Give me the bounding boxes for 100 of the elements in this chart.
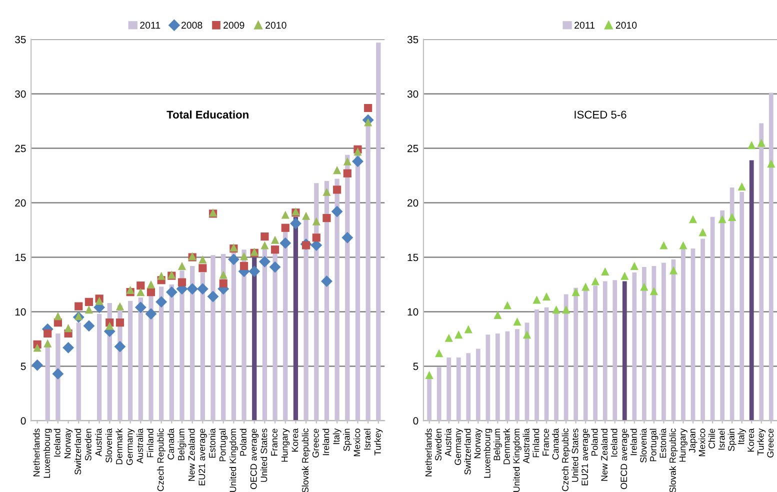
- bar: [96, 314, 102, 421]
- x-tick-label: Czech Republic: [562, 428, 570, 492]
- point: [260, 241, 269, 250]
- x-tick-label: Italy: [738, 428, 746, 444]
- point: [134, 302, 146, 314]
- point: [106, 322, 114, 330]
- point: [157, 272, 166, 280]
- point: [679, 241, 688, 250]
- bar: [446, 357, 452, 421]
- x-tick-label: Mexico: [698, 428, 706, 456]
- y-tick-label: 10: [408, 308, 418, 316]
- point: [343, 157, 352, 166]
- bar: [642, 267, 646, 421]
- point: [364, 104, 372, 112]
- x-tick-label: Canada: [167, 428, 174, 460]
- point: [435, 349, 444, 358]
- legend-label: 2011: [140, 22, 160, 29]
- point: [312, 217, 320, 226]
- x-tick-label: Iceland: [610, 428, 618, 457]
- point: [44, 329, 52, 338]
- bar: [759, 123, 764, 421]
- point: [280, 237, 292, 249]
- y-tick-label: 25: [408, 144, 418, 152]
- x-tick-label: Ireland: [630, 428, 637, 456]
- point: [219, 270, 228, 279]
- x-tick-label: Australia: [522, 428, 530, 464]
- bar: [355, 154, 360, 421]
- x-tick-label: Luxembourg: [484, 428, 492, 478]
- legend-label: 2009: [224, 22, 244, 29]
- bar: [730, 188, 734, 421]
- point: [333, 186, 342, 194]
- bar: [190, 266, 195, 421]
- x-tick-label: Greece: [312, 428, 319, 458]
- bar: [662, 262, 666, 421]
- point: [156, 296, 168, 308]
- point: [270, 246, 280, 254]
- x-tick-label: Sweden: [84, 428, 92, 461]
- point: [258, 256, 270, 268]
- point: [198, 255, 207, 264]
- bar: [242, 250, 246, 421]
- y-tick-label: 0: [20, 417, 26, 425]
- point: [136, 282, 145, 290]
- x-tick-label: EU21 average: [582, 428, 590, 486]
- bar: [180, 270, 184, 421]
- x-tick-label: Ireland: [322, 428, 330, 456]
- point: [312, 234, 320, 242]
- point: [513, 317, 522, 326]
- point: [198, 264, 207, 272]
- x-tick-label: New Zealand: [600, 428, 608, 481]
- point: [640, 282, 648, 291]
- bar: [515, 329, 520, 421]
- point: [454, 330, 463, 339]
- bar: [534, 310, 539, 421]
- point: [83, 320, 95, 332]
- bar: [169, 284, 174, 421]
- bar: [602, 281, 608, 421]
- point: [748, 140, 756, 150]
- x-tick-label: Spain: [343, 428, 352, 451]
- x-tick-label: Korea: [292, 428, 298, 452]
- bar: [710, 216, 715, 421]
- y-tick-label: 10: [15, 308, 26, 316]
- x-tick-label: Estonia: [660, 428, 666, 458]
- y-tick-label: 20: [408, 199, 418, 207]
- point: [146, 280, 156, 289]
- point: [116, 318, 124, 327]
- bar: [293, 216, 298, 421]
- x-tick-label: Belgium: [493, 428, 502, 460]
- x-tick-label: Hungary: [282, 428, 290, 462]
- x-tick-label: Luxembourg: [43, 428, 52, 478]
- point: [660, 241, 668, 250]
- bar: [612, 280, 618, 421]
- point: [342, 232, 354, 244]
- point: [522, 330, 532, 339]
- x-tick-label: Mexico: [354, 428, 360, 456]
- y-tick-label: 35: [15, 36, 26, 44]
- x-tick-label: New Zealand: [188, 428, 195, 481]
- bar: [505, 331, 510, 421]
- bar: [652, 266, 656, 421]
- x-tick-label: Korea: [748, 428, 754, 452]
- x-tick-label: Spain: [728, 428, 736, 451]
- x-tick-label: France: [542, 428, 549, 456]
- point: [114, 340, 126, 352]
- point: [343, 169, 352, 178]
- legend-label: 2010: [616, 22, 637, 29]
- point: [767, 160, 776, 168]
- point: [738, 182, 746, 190]
- y-tick-label: 15: [15, 254, 26, 262]
- point: [352, 156, 364, 168]
- x-tick-label: Slovenia: [105, 428, 112, 463]
- y-tick-label: 25: [15, 144, 26, 152]
- point: [562, 305, 570, 314]
- point: [32, 359, 44, 371]
- point: [333, 166, 342, 174]
- x-tick-label: Hungary: [679, 428, 688, 462]
- point: [186, 283, 198, 295]
- point: [54, 312, 62, 320]
- bar: [366, 125, 370, 421]
- bar: [436, 367, 442, 421]
- point: [248, 266, 260, 278]
- x-tick-label: Norway: [64, 428, 72, 458]
